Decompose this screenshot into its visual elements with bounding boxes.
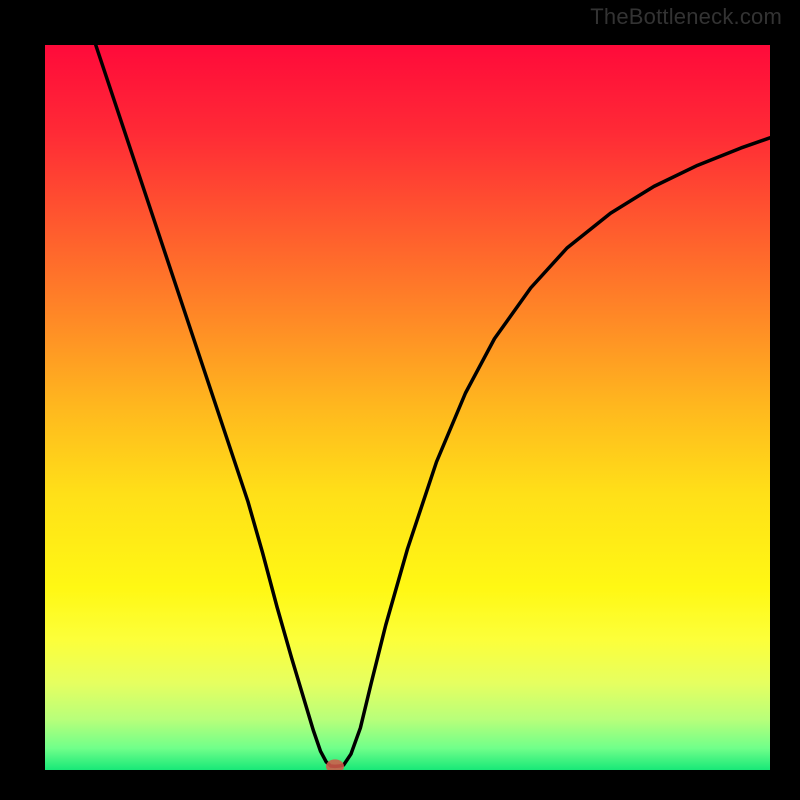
plot-background bbox=[45, 45, 770, 770]
bottleneck-chart bbox=[0, 0, 800, 800]
chart-container: TheBottleneck.com bbox=[0, 0, 800, 800]
watermark-text: TheBottleneck.com bbox=[590, 4, 782, 30]
